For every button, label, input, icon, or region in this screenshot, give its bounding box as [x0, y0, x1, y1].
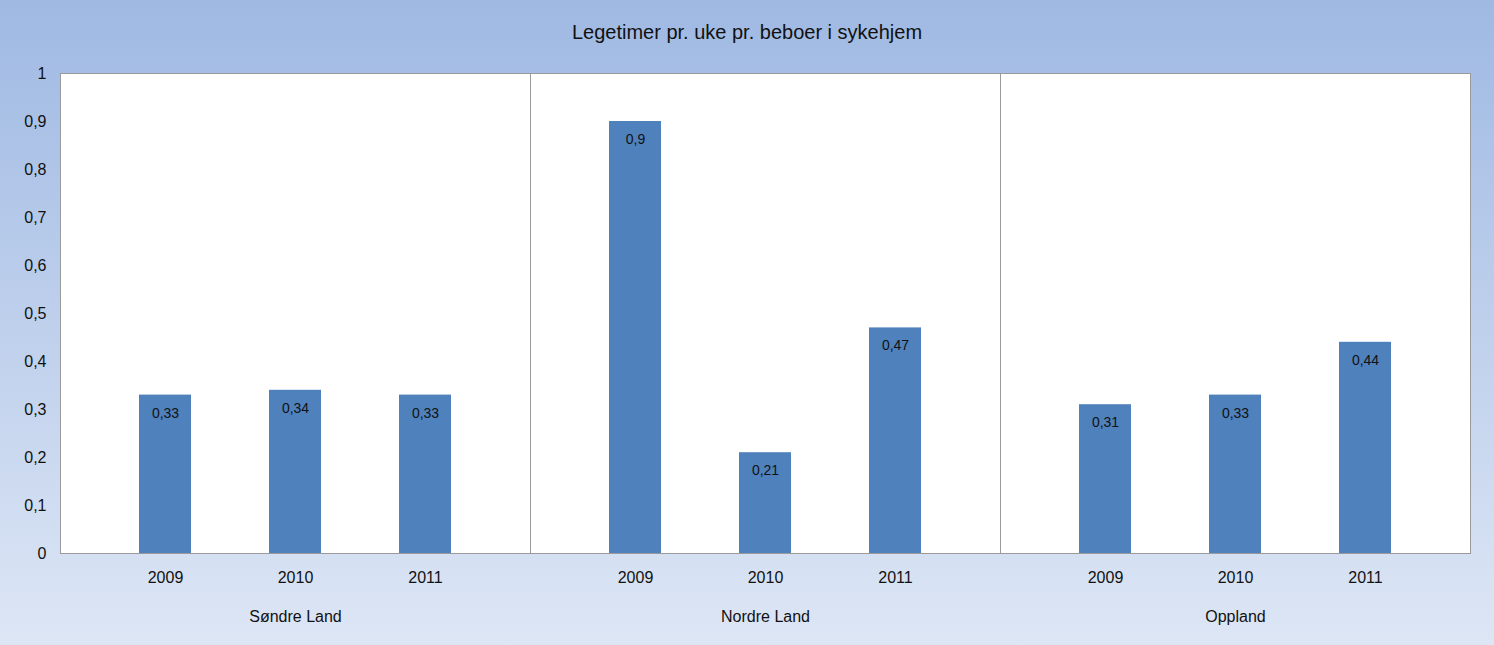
svg-text:0,6: 0,6 — [24, 257, 46, 274]
svg-text:0,1: 0,1 — [24, 497, 46, 514]
svg-text:0,21: 0,21 — [752, 462, 779, 478]
svg-text:0,9: 0,9 — [24, 113, 46, 130]
svg-text:0,3: 0,3 — [24, 401, 46, 418]
svg-text:0,4: 0,4 — [24, 353, 46, 370]
svg-text:0,5: 0,5 — [24, 305, 46, 322]
svg-text:0,34: 0,34 — [282, 400, 309, 416]
svg-text:Oppland: Oppland — [1205, 608, 1266, 625]
svg-text:0,33: 0,33 — [152, 405, 179, 421]
svg-text:2011: 2011 — [878, 569, 913, 586]
svg-text:2010: 2010 — [1218, 569, 1254, 586]
svg-text:0,47: 0,47 — [882, 337, 909, 353]
svg-text:Søndre Land: Søndre Land — [249, 608, 342, 625]
svg-text:0,8: 0,8 — [24, 161, 46, 178]
svg-text:0,2: 0,2 — [24, 449, 46, 466]
svg-text:2011: 2011 — [1348, 569, 1383, 586]
svg-text:Nordre Land: Nordre Land — [721, 608, 810, 625]
svg-text:0,33: 0,33 — [412, 405, 439, 421]
svg-text:2009: 2009 — [618, 569, 654, 586]
svg-text:0,31: 0,31 — [1092, 414, 1119, 430]
svg-text:2010: 2010 — [278, 569, 314, 586]
svg-text:0: 0 — [38, 545, 47, 562]
html-text:Legetimer pr. uke pr. beboer i: Legetimer pr. uke pr. beboer i sykehjem — [571, 21, 923, 43]
svg-text:2009: 2009 — [148, 569, 184, 586]
svg-text:2009: 2009 — [1088, 569, 1124, 586]
svg-text:2010: 2010 — [748, 569, 784, 586]
svg-text:2011: 2011 — [408, 569, 443, 586]
svg-text:0,9: 0,9 — [626, 131, 646, 147]
svg-text:0,44: 0,44 — [1352, 352, 1379, 368]
svg-text:0,33: 0,33 — [1222, 405, 1249, 421]
svg-text:0,7: 0,7 — [24, 209, 46, 226]
svg-text:1: 1 — [38, 65, 47, 82]
